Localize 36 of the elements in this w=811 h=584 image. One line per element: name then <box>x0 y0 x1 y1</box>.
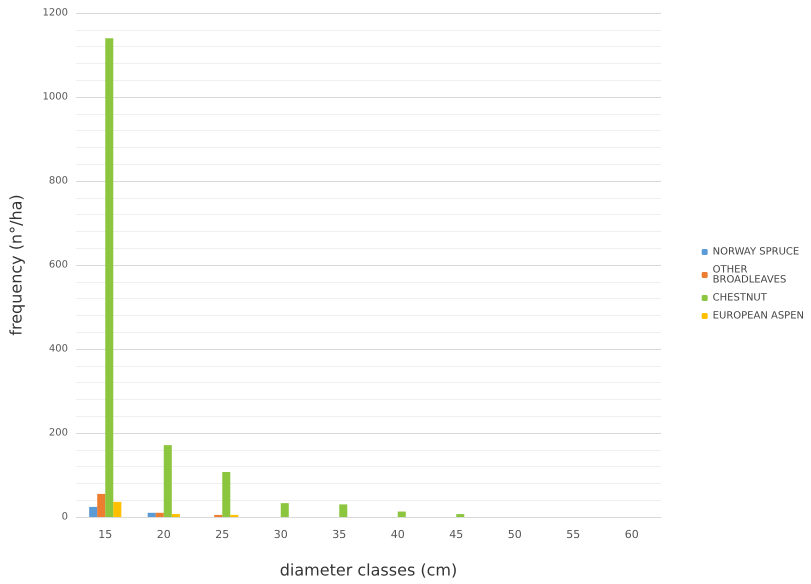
y-tick-label: 0 <box>62 512 68 522</box>
x-tick-label: 50 <box>508 528 522 541</box>
y-tick-label: 200 <box>48 428 68 438</box>
x-tick-label: 25 <box>215 528 230 541</box>
bar <box>89 506 98 517</box>
bar <box>222 472 230 517</box>
bar <box>164 445 172 517</box>
y-tick-label: 400 <box>48 344 68 354</box>
bar <box>113 502 122 517</box>
y-axis-title: frequency (n°/ha) <box>6 194 26 336</box>
legend-label: EUROPEAN ASPEN <box>712 310 804 322</box>
bar <box>97 494 106 517</box>
bar <box>398 512 406 517</box>
bar <box>456 514 464 517</box>
x-tick-label: 35 <box>332 528 346 541</box>
bar <box>172 514 180 517</box>
x-axis-title: diameter classes (cm) <box>280 560 458 580</box>
y-tick-label: 1000 <box>42 92 68 102</box>
x-tick-label: 45 <box>449 528 464 541</box>
x-tick-label: 55 <box>566 528 580 541</box>
x-tick-label: 20 <box>156 528 171 541</box>
bar <box>339 504 348 517</box>
y-tick-label: 800 <box>48 176 68 186</box>
legend-label: OTHER BROADLEAVES <box>712 264 786 286</box>
x-tick-label: 15 <box>98 528 112 541</box>
y-tick-label: 600 <box>48 260 68 270</box>
y-tick-label: 1200 <box>42 8 68 18</box>
bar <box>148 512 156 517</box>
bar <box>280 503 289 517</box>
x-tick-label: 40 <box>390 528 405 541</box>
x-tick-label: 30 <box>274 528 288 541</box>
legend-label: NORWAY SPRUCE <box>712 246 800 258</box>
bar <box>105 38 114 517</box>
bar <box>156 512 164 517</box>
x-tick-label: 60 <box>624 528 639 541</box>
legend-label: CHESTNUT <box>712 292 768 304</box>
